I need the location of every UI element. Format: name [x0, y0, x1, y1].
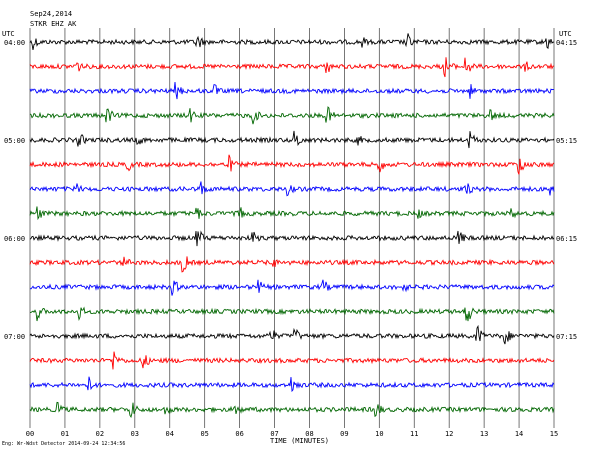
- row-time-label-left: 04:00: [4, 39, 25, 47]
- seismic-trace: [29, 279, 555, 296]
- x-tick-label: 08: [305, 430, 313, 438]
- seismic-trace: [29, 82, 554, 100]
- seismic-trace: [29, 376, 555, 393]
- x-tick-label: 01: [61, 430, 69, 438]
- seismic-trace: [29, 57, 555, 78]
- seismic-trace: [29, 256, 555, 273]
- row-time-label-right: 04:15: [556, 39, 577, 47]
- utc-left-label: UTC: [2, 30, 15, 38]
- seismic-trace: [29, 351, 555, 370]
- row-time-label-left: 07:00: [4, 333, 25, 341]
- x-tick-label: 09: [340, 430, 348, 438]
- station-label: STKR EHZ AK: [30, 20, 77, 28]
- x-tick-label: 07: [270, 430, 278, 438]
- x-tick-label: 13: [480, 430, 488, 438]
- seismic-trace: [29, 401, 555, 418]
- date-label: Sep24,2014: [30, 10, 73, 18]
- footer-note: Eng: Wr-Wdst Detector 2014-09-24 12:34:5…: [2, 441, 126, 447]
- seismic-trace: [29, 130, 555, 149]
- x-tick-label: 12: [445, 430, 453, 438]
- x-tick-label: 11: [410, 430, 418, 438]
- x-tick-label: 04: [166, 430, 174, 438]
- x-tick-label: 10: [375, 430, 383, 438]
- seismic-trace: [29, 33, 555, 50]
- seismic-trace: [30, 306, 555, 322]
- seismic-trace: [29, 206, 555, 221]
- x-tick-label: 02: [96, 430, 104, 438]
- row-time-label-left: 06:00: [4, 235, 25, 243]
- row-time-label-right: 06:15: [556, 235, 577, 243]
- utc-right-label: UTC: [559, 30, 572, 38]
- x-tick-label: 03: [131, 430, 139, 438]
- seismic-trace: [29, 324, 555, 345]
- x-tick-label: 00: [26, 430, 34, 438]
- x-axis-title: TIME (MINUTES): [270, 437, 330, 445]
- seismic-trace: [29, 154, 555, 175]
- x-tick-label: 05: [200, 430, 208, 438]
- row-time-label-right: 05:15: [556, 137, 577, 145]
- row-time-label-right: 07:15: [556, 333, 577, 341]
- x-tick-label: 14: [515, 430, 523, 438]
- x-tick-label: 06: [235, 430, 243, 438]
- x-tick-label: 15: [550, 430, 558, 438]
- seismic-trace: [29, 230, 555, 247]
- seismic-trace: [29, 181, 555, 197]
- row-time-label-left: 05:00: [4, 137, 25, 145]
- seismic-trace: [29, 106, 555, 125]
